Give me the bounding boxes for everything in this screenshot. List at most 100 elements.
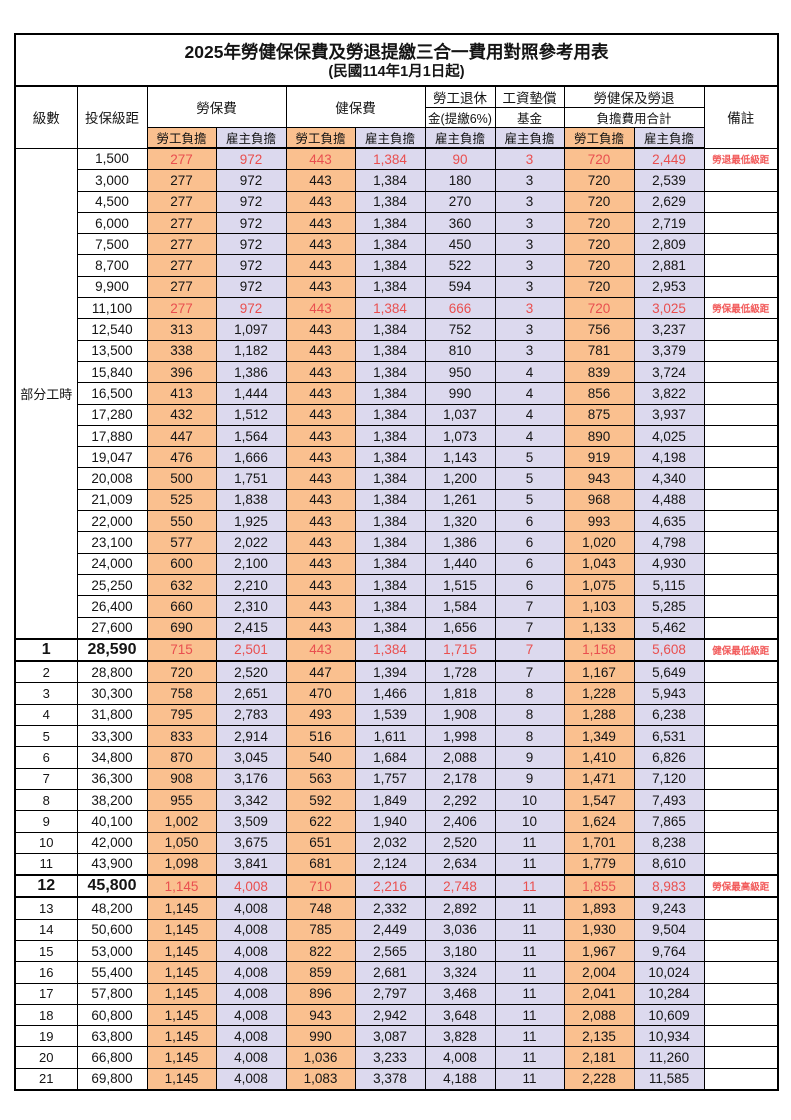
cell-pension-employer: 1,073 [424, 424, 496, 448]
cell-bracket: 45,800 [76, 874, 148, 899]
cell-health-employee: 493 [285, 703, 356, 727]
cell-labor-employer: 4,008 [215, 1025, 287, 1048]
cell-wage-fund-employer: 8 [494, 725, 565, 748]
cell-labor-employee: 277 [146, 233, 217, 256]
table-row: 17,880 447 1,564 443 1,384 1,073 4 890 4… [15, 424, 779, 448]
cell-health-employer: 3,087 [354, 1025, 426, 1048]
cell-labor-employer: 2,783 [215, 703, 287, 727]
cell-bracket: 4,500 [76, 190, 148, 213]
cell-total-employer: 4,025 [633, 424, 705, 448]
cell-health-employee: 443 [285, 275, 356, 299]
cell-total-employee: 1,547 [563, 788, 635, 812]
cell-remark [703, 211, 779, 235]
cell-remark [703, 725, 779, 748]
cell-labor-employee: 1,145 [146, 982, 217, 1005]
cell-wage-fund-employer: 11 [494, 831, 565, 854]
cell-wage-fund-employer: 3 [494, 339, 565, 362]
cell-labor-employee: 795 [146, 703, 217, 727]
header-health-employee: 勞工負擔 [285, 127, 356, 149]
cell-bracket: 30,300 [76, 682, 148, 705]
cell-level: 4 [14, 703, 78, 727]
cell-pension-employer: 3,828 [424, 1025, 496, 1048]
cell-remark [703, 488, 779, 512]
cell-pension-employer: 1,998 [424, 725, 496, 748]
cell-health-employer: 1,384 [354, 637, 426, 663]
cell-pension-employer: 1,908 [424, 703, 496, 727]
cell-level: 18 [14, 1003, 78, 1027]
premium-table: 2025年勞健保保費及勞退提繳三合一費用對照參考用表 (民國114年1月1日起)… [14, 33, 779, 1092]
cell-remark [703, 360, 779, 384]
cell-bracket: 33,300 [76, 725, 148, 748]
cell-remark: 勞保最低級距 [703, 297, 779, 320]
cell-total-employee: 756 [563, 318, 635, 341]
cell-health-employer: 2,565 [354, 939, 426, 963]
cell-health-employer: 3,233 [354, 1046, 426, 1069]
cell-wage-fund-employer: 10 [494, 810, 565, 833]
cell-labor-employer: 3,176 [215, 767, 287, 790]
cell-labor-employer: 1,444 [215, 382, 287, 405]
cell-labor-employee: 632 [146, 573, 217, 597]
cell-pension-employer: 2,088 [424, 746, 496, 769]
cell-labor-employee: 550 [146, 510, 217, 533]
cell-wage-fund-employer: 3 [494, 275, 565, 299]
table-row: 21 69,800 1,145 4,008 1,083 3,378 4,188 1… [14, 1067, 779, 1091]
cell-labor-employer: 1,751 [215, 467, 287, 490]
cell-total-employee: 1,967 [563, 939, 635, 963]
table-row: 22,000 550 1,925 443 1,384 1,320 6 993 4… [15, 510, 779, 533]
cell-wage-fund-employer: 3 [494, 211, 565, 235]
cell-labor-employer: 2,310 [215, 595, 287, 618]
cell-bracket: 28,590 [76, 637, 148, 663]
cell-bracket: 13,500 [76, 339, 148, 362]
cell-total-employee: 2,135 [563, 1025, 635, 1048]
cell-total-employee: 1,855 [563, 874, 635, 899]
cell-total-employer: 5,943 [633, 682, 705, 705]
cell-health-employer: 1,384 [354, 360, 426, 384]
cell-pension-employer: 1,656 [424, 616, 496, 640]
cell-pension-employer: 90 [424, 147, 496, 171]
cell-total-employee: 943 [563, 467, 635, 490]
cell-level: 14 [14, 918, 78, 941]
cell-health-employer: 1,384 [354, 190, 426, 213]
cell-total-employer: 11,585 [633, 1067, 705, 1091]
cell-total-employer: 9,243 [633, 896, 705, 920]
cell-bracket: 55,400 [76, 961, 148, 984]
cell-remark [703, 703, 779, 727]
cell-level: 11 [14, 852, 78, 876]
cell-remark [703, 939, 779, 963]
table-row: 19 63,800 1,145 4,008 990 3,087 3,828 11 … [14, 1025, 779, 1048]
cell-pension-employer: 810 [424, 339, 496, 362]
cell-total-employee: 2,041 [563, 982, 635, 1005]
table-row: 16,500 413 1,444 443 1,384 990 4 856 3,8… [15, 382, 779, 405]
cell-health-employee: 443 [285, 552, 356, 575]
cell-pension-employer: 1,728 [424, 660, 496, 684]
cell-labor-employer: 972 [215, 211, 287, 235]
cell-level: 12 [14, 874, 78, 899]
cell-bracket: 12,540 [76, 318, 148, 341]
cell-total-employer: 4,798 [633, 531, 705, 554]
cell-health-employer: 1,394 [354, 660, 426, 684]
cell-total-employee: 1,701 [563, 831, 635, 854]
cell-pension-employer: 3,180 [424, 939, 496, 963]
cell-health-employee: 859 [285, 961, 356, 984]
cell-bracket: 8,700 [76, 254, 148, 277]
cell-labor-employer: 4,008 [215, 874, 287, 899]
table-row: 6,000 277 972 443 1,384 360 3 720 2,719 [15, 211, 779, 235]
cell-wage-fund-employer: 3 [494, 169, 565, 192]
cell-total-employee: 2,004 [563, 961, 635, 984]
cell-bracket: 42,000 [76, 831, 148, 854]
cell-total-employer: 3,379 [633, 339, 705, 362]
cell-labor-employer: 4,008 [215, 939, 287, 963]
cell-health-employee: 443 [285, 339, 356, 362]
cell-total-employer: 7,493 [633, 788, 705, 812]
cell-bracket: 16,500 [76, 382, 148, 405]
table-row: 8,700 277 972 443 1,384 522 3 720 2,881 [15, 254, 779, 277]
cell-health-employee: 443 [285, 211, 356, 235]
cell-total-employer: 5,649 [633, 660, 705, 684]
cell-labor-employee: 277 [146, 297, 217, 320]
cell-remark [703, 318, 779, 341]
table-row: 部分工時 1,500 277 972 443 1,384 90 3 720 2,4… [14, 147, 779, 640]
table-row: 17 57,800 1,145 4,008 896 2,797 3,468 11 … [14, 982, 779, 1005]
cell-labor-employer: 972 [215, 233, 287, 256]
cell-health-employee: 443 [285, 318, 356, 341]
cell-labor-employer: 972 [215, 297, 287, 320]
